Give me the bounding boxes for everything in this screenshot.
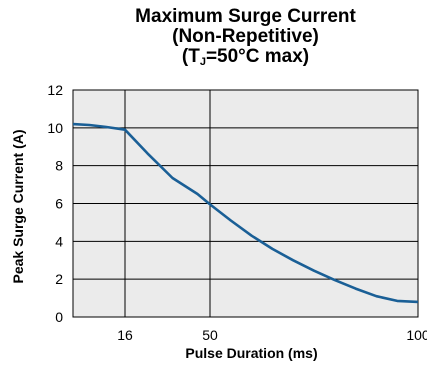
chart-title-line-1: Maximum Surge Current	[135, 6, 356, 27]
x-axis-label: Pulse Duration (ms)	[185, 345, 317, 361]
y-axis-label: Peak Surge Current (A)	[10, 129, 26, 283]
x-tick-label: 50	[202, 327, 218, 343]
title-subscript: J	[199, 56, 206, 68]
series-line	[72, 122, 419, 304]
title-suffix: =50°C max)	[205, 46, 310, 67]
y-tick-label: 0	[55, 309, 63, 325]
plot-border	[72, 89, 419, 318]
y-tick-label: 12	[47, 82, 63, 98]
x-tick-label: 16	[117, 327, 133, 343]
y-tick-label: 6	[55, 196, 63, 212]
chart-title-line-2: (Non-Repetitive)	[172, 26, 319, 47]
x-tick-label: 100	[406, 327, 427, 343]
y-tick-label: 4	[55, 233, 63, 249]
title-prefix: (T	[181, 46, 200, 67]
chart-title-line-3: (TJ=50°C max)	[73, 47, 418, 72]
y-tick-label: 10	[47, 120, 63, 136]
y-tick-label: 2	[55, 271, 63, 287]
y-tick-label: 8	[55, 158, 63, 174]
